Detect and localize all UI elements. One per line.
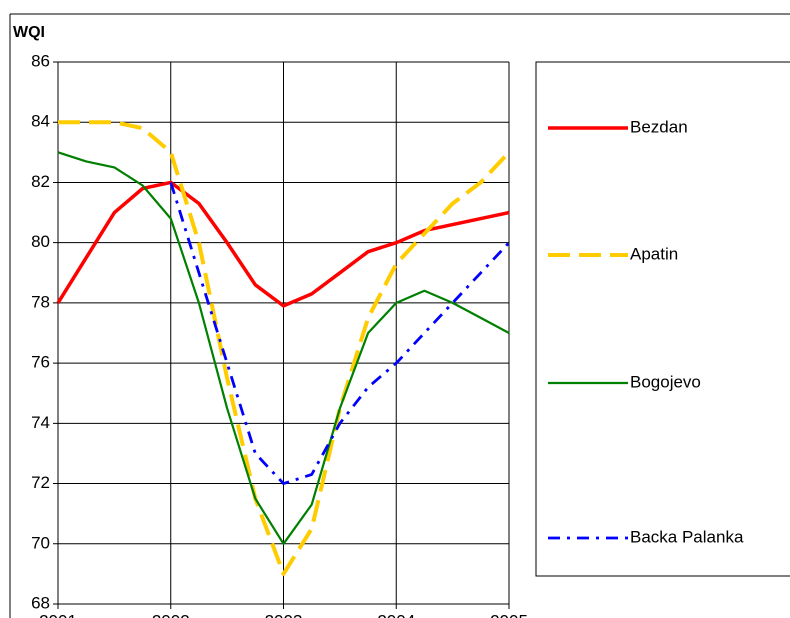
x-tick-label: 2001 (39, 611, 77, 618)
y-tick-label: 78 (31, 292, 50, 311)
y-tick-label: 86 (31, 51, 50, 70)
series-line (57, 151, 510, 545)
legend-box (535, 61, 790, 577)
legend-label: Apatin (630, 244, 678, 263)
x-tick-label: 2002 (152, 611, 190, 618)
series-line (58, 120, 511, 576)
x-tick-label: 2005 (490, 611, 528, 618)
series-line (56, 180, 510, 308)
legend-label: Bezdan (630, 117, 688, 136)
y-tick-label: 72 (31, 473, 50, 492)
x-tick-label: 2003 (265, 611, 303, 618)
legend-label: Bogojevo (630, 372, 701, 391)
y-tick-label: 80 (31, 232, 50, 251)
y-tick-label: 76 (31, 353, 50, 372)
x-tick-label: 2004 (377, 611, 415, 618)
chart-title: WQI (13, 24, 45, 41)
legend-label: Backa Palanka (630, 527, 744, 546)
y-tick-label: 70 (31, 533, 50, 552)
y-tick-label: 82 (31, 172, 50, 191)
y-tick-label: 84 (31, 112, 50, 131)
y-tick-label: 74 (31, 413, 50, 432)
y-tick-label: 68 (31, 593, 50, 612)
series-line (169, 181, 511, 485)
